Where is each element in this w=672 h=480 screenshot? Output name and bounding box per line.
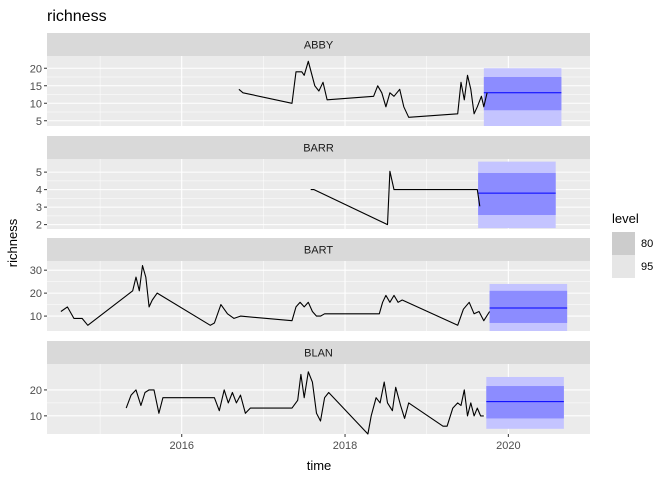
forecast-band-80: [486, 386, 564, 419]
facet-panel-bart: BART 10 20 30: [30, 238, 590, 331]
y-tick-label: 10: [30, 311, 42, 323]
y-tick-label: 10: [30, 411, 42, 423]
facet-panel-barr: BARR 2 3 4 5: [36, 136, 590, 232]
strip-label: ABBY: [304, 40, 334, 52]
forecast-band-80: [489, 290, 568, 323]
y-tick-label: 4: [36, 185, 42, 197]
forecast-band-80: [478, 173, 556, 215]
x-axis: 2016 2018 2020: [169, 434, 521, 452]
observed-series-line: [125, 371, 484, 435]
facet-panels: ABBY 5 10 15 20 BARR 2 3 4 5 BART 10 20 30 BLAN 10 20: [30, 33, 590, 435]
y-tick-label: 30: [30, 265, 42, 277]
strip-background: [47, 238, 590, 261]
strip-background: [47, 341, 590, 364]
facet-panel-blan: BLAN 10 20: [30, 341, 590, 435]
chart-title: richness: [47, 8, 107, 25]
y-tick-label: 20: [30, 385, 42, 397]
observed-series-line: [60, 265, 491, 326]
forecast-band-80: [483, 77, 562, 111]
x-tick-label: 2016: [169, 440, 193, 452]
legend-title: level: [612, 211, 639, 226]
strip-background: [47, 33, 590, 56]
legend-label-80: 80: [641, 238, 653, 250]
y-tick-label: 20: [30, 63, 42, 75]
legend: level 80 95: [612, 211, 653, 278]
strip-background: [47, 136, 590, 159]
x-tick-label: 2018: [333, 440, 357, 452]
y-tick-label: 15: [30, 81, 42, 93]
strip-label: BART: [304, 245, 333, 257]
facet-panel-abby: ABBY 5 10 15 20: [30, 33, 590, 128]
y-tick-label: 5: [36, 116, 42, 128]
strip-label: BLAN: [304, 348, 333, 360]
strip-label: BARR: [303, 143, 334, 155]
y-tick-label: 2: [36, 220, 42, 232]
y-axis-title: richness: [5, 218, 20, 267]
legend-label-95: 95: [641, 261, 653, 273]
observed-series-line: [310, 170, 481, 226]
x-tick-label: 2020: [496, 440, 520, 452]
observed-series-line: [238, 60, 488, 118]
legend-key-80: [612, 232, 635, 255]
x-axis-title: time: [307, 458, 332, 473]
y-tick-label: 10: [30, 98, 42, 110]
y-tick-label: 20: [30, 288, 42, 300]
legend-key-95: [612, 255, 635, 278]
y-tick-label: 5: [36, 167, 42, 179]
y-tick-label: 3: [36, 202, 42, 214]
